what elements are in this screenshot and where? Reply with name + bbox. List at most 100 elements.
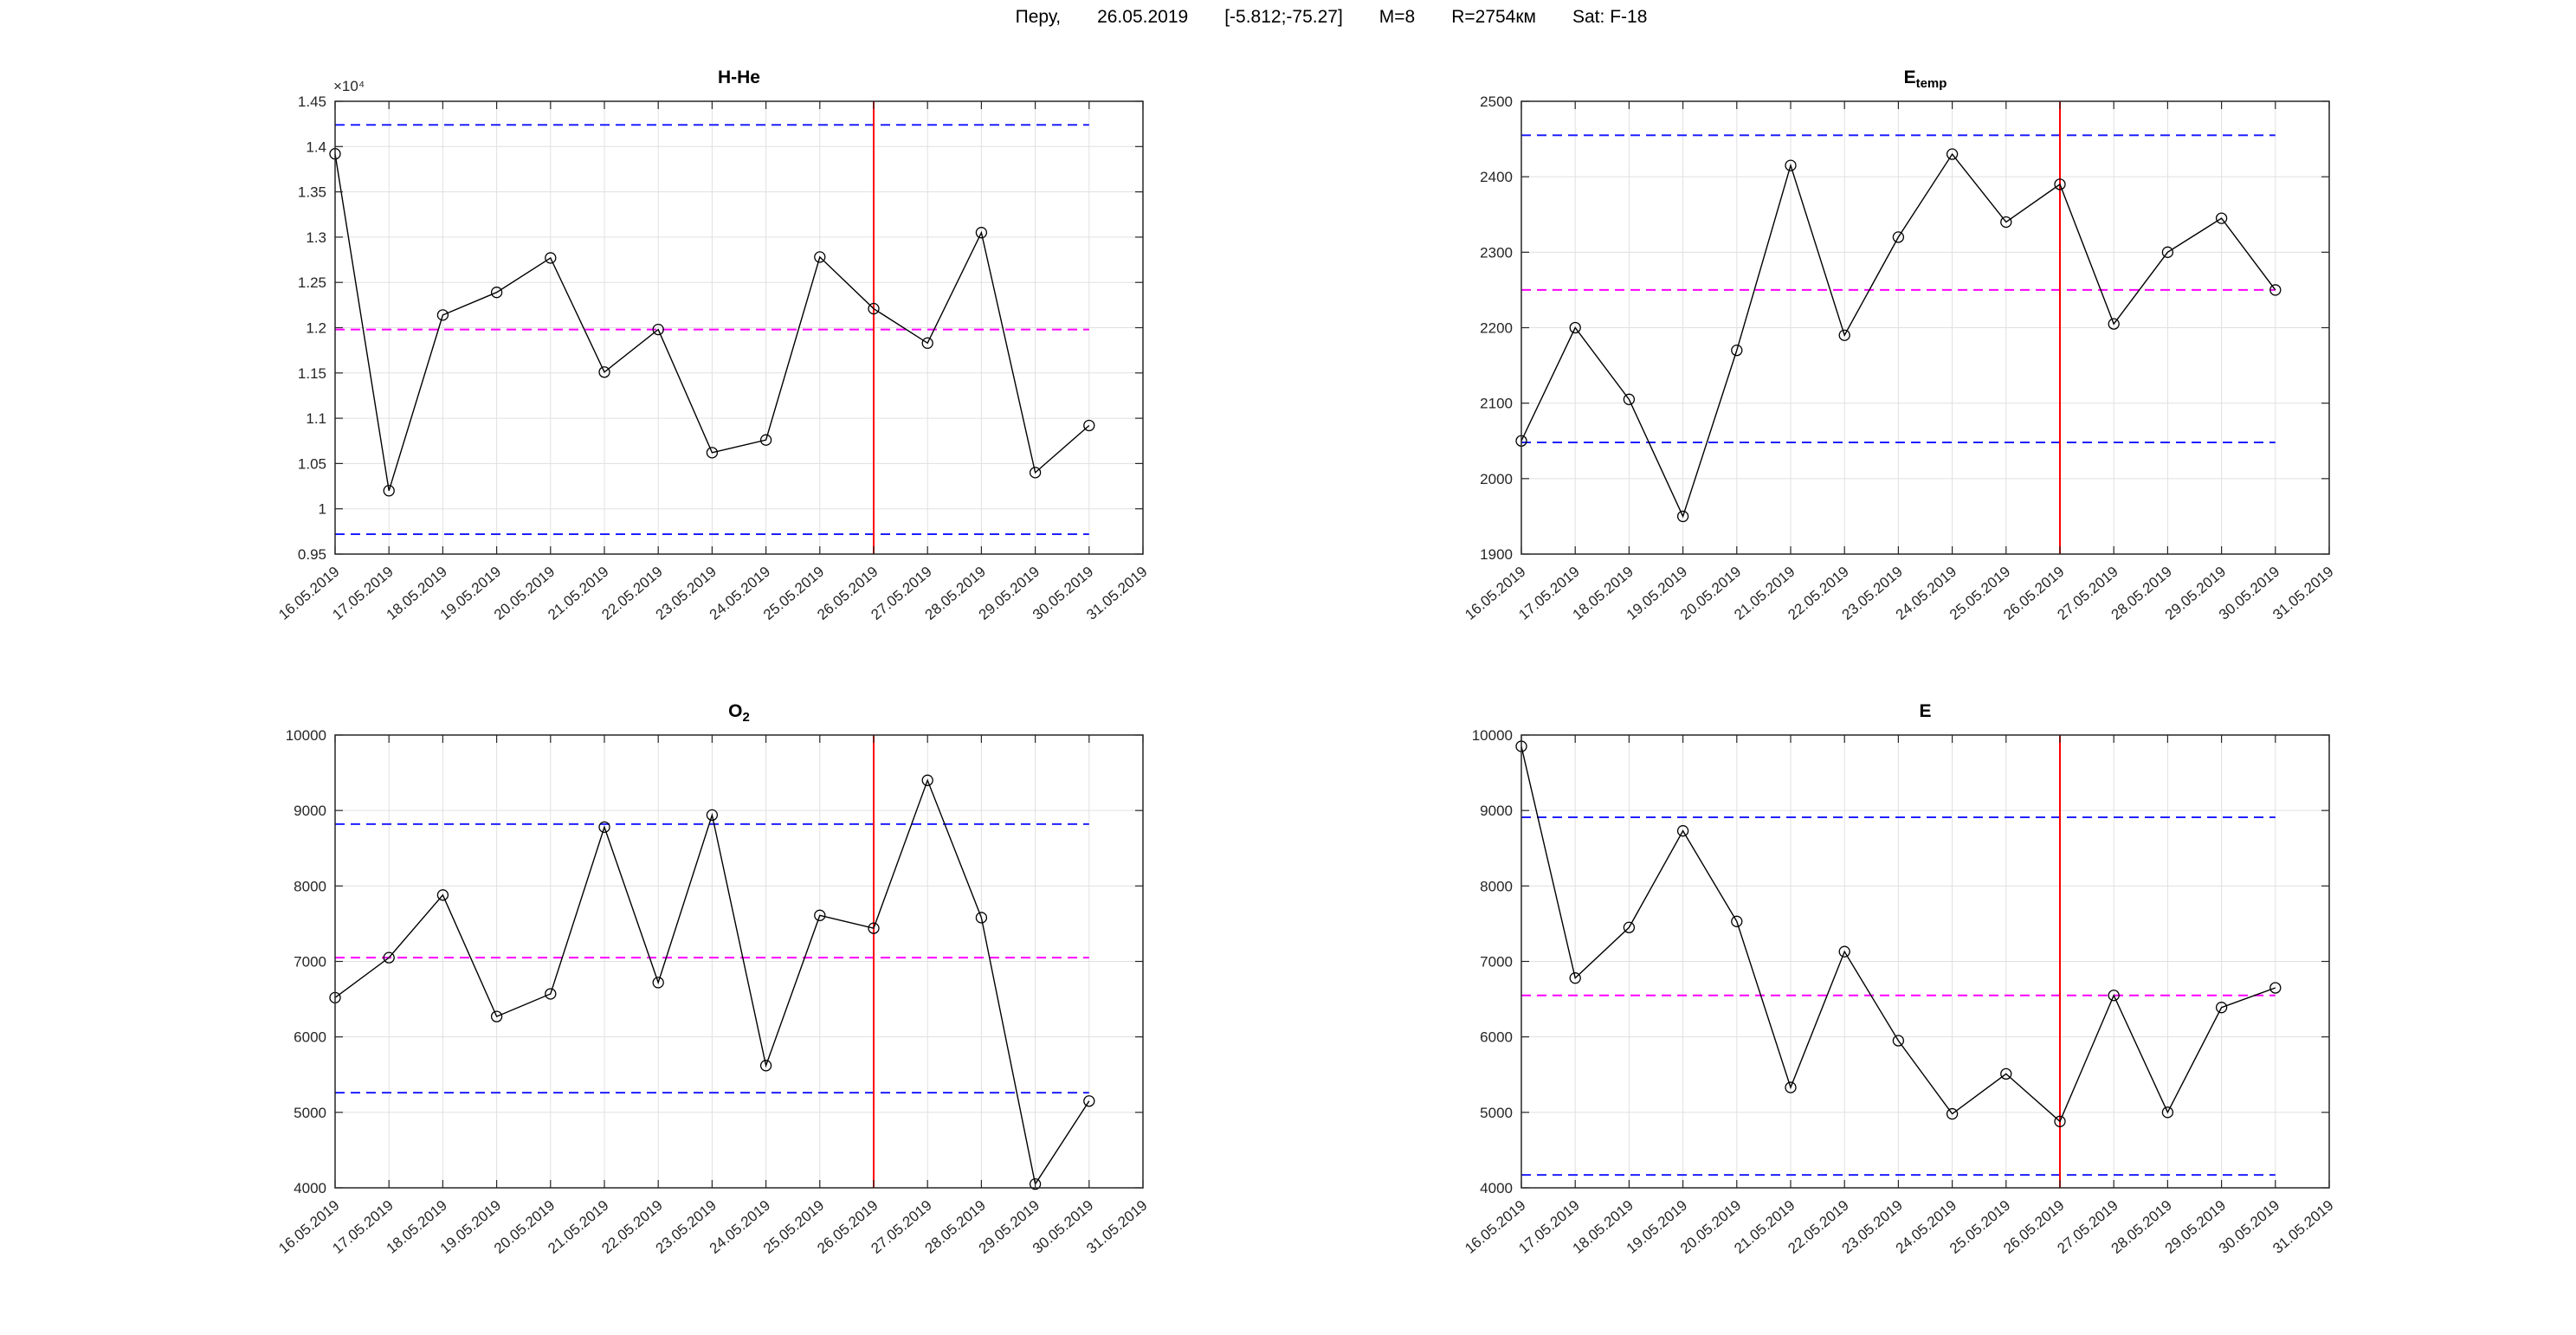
title-satellite: Sat: F-18 [1572, 7, 1648, 27]
y-tick-label: 2000 [1480, 471, 1513, 487]
y-tick-label: 6000 [1480, 1029, 1513, 1046]
data-point-marker [1623, 921, 1636, 933]
data-point-marker [383, 485, 395, 497]
data-point-marker [383, 951, 395, 964]
y-axis-exponent-label: ×10⁴ [333, 78, 365, 94]
data-point-marker [652, 977, 664, 989]
data-point-marker [1785, 159, 1797, 171]
data-point-marker [759, 434, 772, 446]
subplot-e-temp: 16.05.201917.05.201918.05.201919.05.2019… [1462, 94, 2336, 623]
subplot-title-e: E [1521, 701, 2329, 725]
y-tick-label: 8000 [1480, 878, 1513, 894]
data-point-marker [598, 821, 610, 833]
y-tick-label: 5000 [294, 1105, 326, 1121]
data-point-marker [1731, 344, 1743, 357]
subplot-title-main: H-He [717, 68, 760, 87]
data-point-marker [706, 809, 719, 822]
y-tick-label: 10000 [286, 727, 326, 744]
data-point-marker [1892, 231, 1905, 243]
y-tick-label: 1.35 [298, 184, 326, 201]
figure-title: Перу, 26.05.2019 [-5.812;-75.27] M=8 R=2… [87, 7, 2576, 28]
y-tick-label: 1.15 [298, 365, 326, 382]
subplot-title-sub: 2 [742, 710, 750, 726]
subplot-title-main: O [728, 701, 743, 721]
subplot-title-e-temp: Etemp [1521, 68, 2329, 91]
subplot-title-main: E [1903, 68, 1916, 87]
y-tick-label: 7000 [1480, 954, 1513, 971]
y-tick-label: 1.45 [298, 94, 326, 110]
data-point-marker [2054, 1115, 2066, 1127]
y-tick-label: 2300 [1480, 244, 1513, 261]
data-point-marker [1083, 419, 1095, 432]
y-tick-label: 4000 [1480, 1180, 1513, 1196]
y-tick-label: 7000 [294, 954, 326, 971]
y-tick-label: 6000 [294, 1029, 326, 1046]
y-tick-label: 2200 [1480, 320, 1513, 337]
data-series-line [334, 778, 1090, 1186]
data-point-marker [2215, 1002, 2228, 1014]
data-point-marker [2054, 178, 2066, 190]
y-tick-label: 10000 [1472, 727, 1513, 744]
data-point-marker [2108, 990, 2120, 1002]
data-point-marker [652, 323, 664, 336]
data-point-marker [975, 227, 988, 239]
data-point-marker [2108, 318, 2120, 330]
data-point-marker [868, 922, 880, 934]
title-radius: R=2754км [1451, 7, 1536, 27]
y-tick-label: 1.05 [298, 455, 326, 472]
title-coordinates: [-5.812;-75.27] [1224, 7, 1343, 27]
data-point-marker [436, 309, 449, 321]
title-event-date: 26.05.2019 [1097, 7, 1189, 27]
y-tick-label: 2100 [1480, 396, 1513, 412]
data-point-marker [921, 774, 933, 786]
data-point-marker [490, 287, 503, 299]
data-point-marker [545, 252, 557, 264]
data-point-marker [1083, 1095, 1095, 1107]
data-point-marker [2000, 216, 2012, 229]
data-point-marker [706, 447, 719, 459]
data-point-marker [2161, 1106, 2174, 1119]
data-point-marker [1569, 972, 1581, 984]
y-tick-label: 1900 [1480, 546, 1513, 563]
data-point-marker [1676, 510, 1689, 523]
data-series-line [1520, 745, 2276, 1123]
y-tick-label: 2500 [1480, 94, 1513, 110]
data-point-marker [2215, 212, 2228, 224]
y-tick-label: 1.1 [306, 410, 326, 427]
title-magnitude: M=8 [1378, 7, 1416, 27]
data-point-marker [814, 251, 826, 263]
data-point-marker [868, 302, 880, 315]
data-point-marker [1838, 945, 1850, 958]
data-point-marker [436, 889, 449, 901]
data-point-marker [2000, 1067, 2012, 1080]
y-tick-label: 1.4 [306, 139, 326, 155]
data-point-marker [2269, 982, 2282, 994]
data-point-marker [1569, 321, 1581, 334]
data-point-marker [975, 912, 988, 924]
data-point-marker [1029, 1177, 1042, 1190]
y-tick-label: 1 [319, 501, 326, 518]
y-tick-label: 8000 [294, 878, 326, 894]
subplot-h-he: 16.05.201917.05.201918.05.201919.05.2019… [275, 78, 1150, 623]
y-tick-label: 2400 [1480, 169, 1513, 185]
data-point-marker [1676, 825, 1689, 837]
y-tick-label: 4000 [294, 1180, 326, 1196]
subplot-o2: 16.05.201917.05.201918.05.201919.05.2019… [275, 727, 1150, 1257]
data-point-marker [2269, 284, 2282, 296]
data-point-marker [1946, 148, 1959, 160]
data-point-marker [490, 1010, 503, 1022]
subplot-title-main: E [1919, 701, 1932, 721]
data-point-marker [2161, 246, 2174, 258]
data-series-line [1520, 152, 2276, 519]
data-point-marker [598, 366, 610, 378]
data-point-marker [814, 909, 826, 921]
data-point-marker [1785, 1081, 1797, 1093]
y-tick-label: 1.3 [306, 229, 326, 246]
data-point-marker [759, 1060, 772, 1072]
data-point-marker [545, 988, 557, 1000]
data-point-marker [1731, 915, 1743, 927]
subplot-e: 16.05.201917.05.201918.05.201919.05.2019… [1462, 727, 2336, 1257]
data-point-marker [1946, 1107, 1959, 1120]
title-location: Перу, [1015, 7, 1062, 27]
data-point-marker [1029, 467, 1042, 479]
